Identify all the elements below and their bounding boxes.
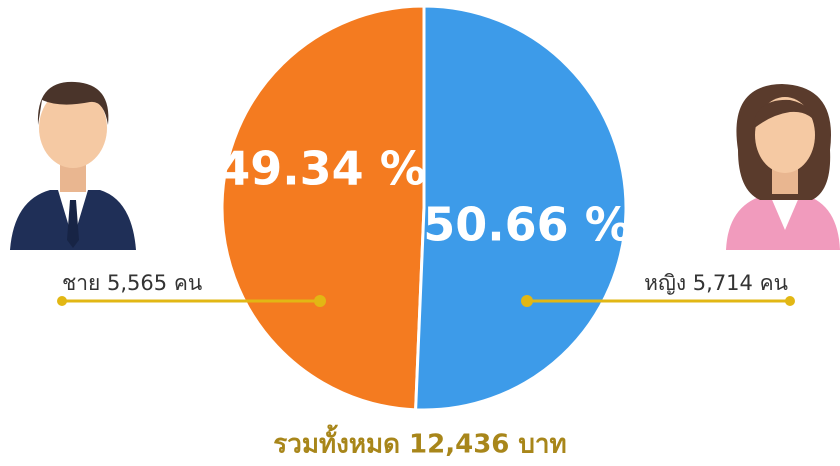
male-label: ชาย 5,565 คน bbox=[62, 271, 202, 295]
total-label: รวมทั้งหมด 12,436 บาท bbox=[273, 424, 566, 460]
value-label: 49.34 % bbox=[218, 142, 426, 196]
male-icon bbox=[10, 81, 136, 250]
pie-slice bbox=[414, 4, 628, 412]
pie-slice bbox=[220, 4, 426, 412]
connector bbox=[57, 295, 795, 307]
value-label: 50.66 % bbox=[423, 198, 631, 252]
female-icon bbox=[726, 84, 840, 250]
female-label: หญิง 5,714 คน bbox=[644, 271, 788, 295]
